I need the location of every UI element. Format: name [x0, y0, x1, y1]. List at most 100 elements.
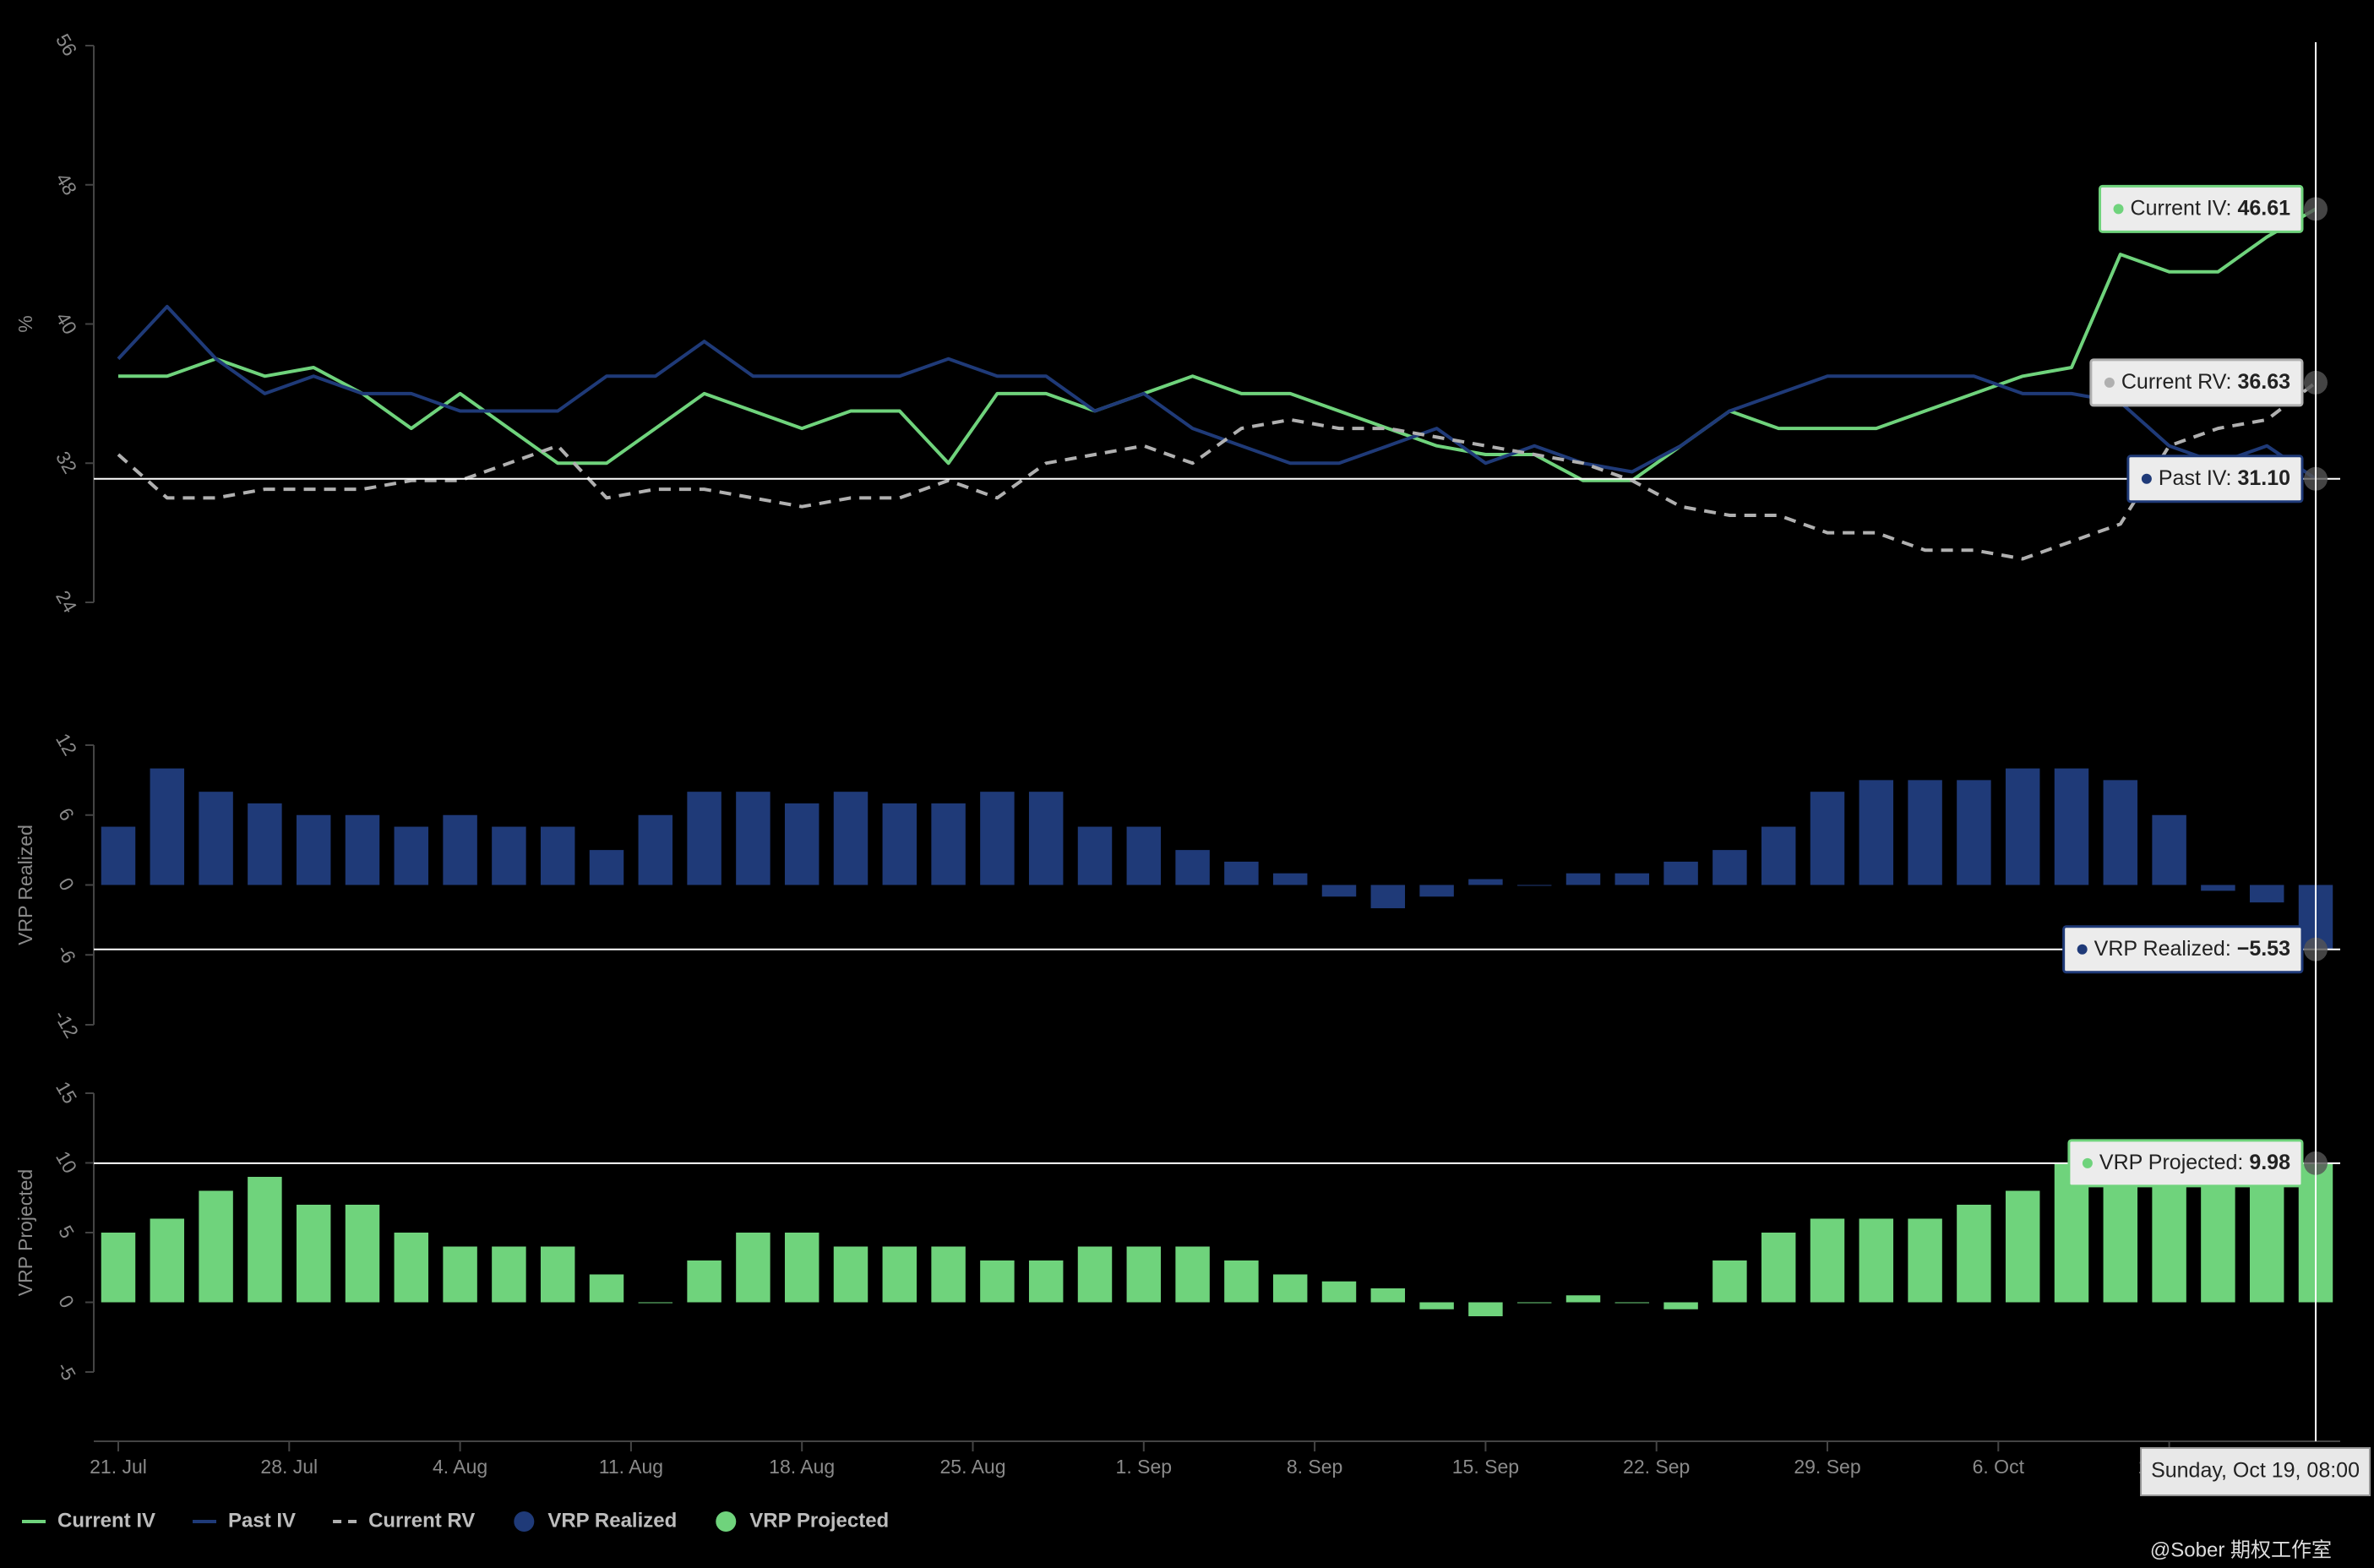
legend-symbol — [716, 1511, 737, 1532]
bar — [1126, 1246, 1162, 1303]
bar — [638, 814, 673, 885]
bar — [1224, 1260, 1259, 1303]
tooltip: VRP Projected: 9.98 — [2067, 1139, 2304, 1188]
bar — [1908, 780, 1942, 885]
legend-symbol — [514, 1511, 535, 1532]
legend-label[interactable]: VRP Realized — [547, 1509, 677, 1532]
bar — [1761, 1233, 1796, 1303]
bar — [1468, 1302, 1503, 1316]
bar — [1321, 1281, 1357, 1303]
bar — [882, 803, 917, 885]
bar — [1272, 873, 1308, 885]
bar — [296, 814, 331, 885]
bar — [980, 792, 1015, 885]
bar — [1565, 873, 1601, 885]
bar — [833, 1246, 868, 1303]
tooltip-box — [2067, 1139, 2304, 1188]
bar — [1028, 792, 1064, 885]
bar — [1272, 1274, 1308, 1303]
tooltip: Current RV: 36.63 — [2089, 358, 2304, 407]
x-tick-label: 25. Aug — [939, 1456, 1005, 1478]
bar — [1565, 1295, 1601, 1303]
tooltip-text: VRP Realized: −5.53 — [2094, 936, 2290, 960]
legend-label[interactable]: Current RV — [368, 1509, 475, 1532]
bar — [199, 1190, 233, 1303]
tooltip-space — [2231, 466, 2237, 489]
bar — [248, 1177, 282, 1303]
tooltip-value: −5.53 — [2237, 936, 2290, 960]
bar — [1175, 850, 1210, 885]
tooltip-text: VRP Projected: 9.98 — [2099, 1150, 2290, 1173]
tooltip-value: 9.98 — [2249, 1150, 2290, 1173]
legend-label[interactable]: Past IV — [228, 1509, 296, 1532]
bar — [1419, 885, 1454, 897]
bar — [1908, 1218, 1942, 1303]
tooltip-dot — [2141, 473, 2152, 484]
bar — [540, 1246, 575, 1303]
bar — [1370, 1288, 1406, 1303]
tooltip-value: 31.10 — [2237, 466, 2290, 489]
bar — [150, 768, 185, 885]
series-line — [117, 304, 2317, 481]
bar — [345, 1205, 380, 1303]
bar — [1859, 780, 1894, 885]
y-axis-title: VRP Projected — [14, 1169, 36, 1296]
bar — [589, 850, 624, 885]
bar — [687, 792, 721, 885]
tooltip-box — [2089, 358, 2304, 407]
bar — [784, 1233, 819, 1303]
bar — [2005, 768, 2040, 885]
bar — [980, 1260, 1015, 1303]
tooltip-label: Current IV: — [2131, 196, 2232, 220]
bar — [1516, 1302, 1552, 1304]
bar — [1663, 1302, 1698, 1309]
tooltip-text: Past IV: 31.10 — [2159, 466, 2290, 489]
legend-label[interactable]: VRP Projected — [749, 1509, 889, 1532]
x-tick-label: 4. Aug — [433, 1456, 487, 1478]
tooltip-box — [2099, 184, 2304, 233]
tooltip-label: VRP Projected: — [2099, 1150, 2243, 1173]
bar — [1175, 1246, 1210, 1303]
y-axis-title: % — [14, 315, 36, 332]
series-line — [117, 381, 2317, 561]
bar — [931, 803, 966, 885]
legend-label[interactable]: Current IV — [57, 1509, 155, 1532]
bar — [1810, 792, 1845, 885]
tooltip-text: Current IV: 46.61 — [2131, 196, 2291, 220]
y-axis-title: VRP Realized — [14, 825, 36, 945]
bar — [101, 1233, 136, 1303]
watermark: @Sober 期权工作室 — [2150, 1538, 2332, 1561]
tooltip-space — [2231, 370, 2237, 394]
bar — [1712, 850, 1747, 885]
bar — [150, 1218, 185, 1303]
tooltip: VRP Realized: −5.53 — [2062, 925, 2304, 974]
x-tick-label: 28. Jul — [260, 1456, 318, 1478]
crosshair-label-text: Sunday, Oct 19, 08:00 — [2151, 1459, 2360, 1483]
tooltip-box — [2126, 455, 2304, 504]
crosshair-label: Sunday, Oct 19, 08:00 — [2140, 1447, 2371, 1496]
x-tick-label: 11. Aug — [599, 1456, 663, 1478]
x-tick-label: 6. Oct — [1973, 1456, 2025, 1478]
tooltip-label: Past IV: — [2159, 466, 2232, 489]
tooltip: Current IV: 46.61 — [2099, 184, 2304, 233]
bar — [540, 826, 575, 885]
bar — [1712, 1260, 1747, 1303]
bar — [1126, 826, 1162, 885]
bar — [2005, 1190, 2040, 1303]
tooltip-value: 36.63 — [2237, 370, 2290, 394]
bar — [1468, 879, 1503, 885]
bar — [1957, 780, 1991, 885]
bar — [1957, 1205, 1991, 1303]
bar — [1761, 826, 1796, 885]
bar — [1614, 1302, 1650, 1304]
bar — [2152, 814, 2186, 885]
x-tick-label: 22. Sep — [1623, 1456, 1690, 1478]
bar — [1224, 861, 1259, 885]
bar — [1516, 885, 1552, 886]
bar — [784, 803, 819, 885]
bar — [2249, 885, 2284, 903]
bar — [2103, 780, 2138, 885]
tooltip-space — [2243, 1150, 2249, 1173]
bar — [345, 814, 380, 885]
crosshair-label-box — [2140, 1447, 2371, 1496]
